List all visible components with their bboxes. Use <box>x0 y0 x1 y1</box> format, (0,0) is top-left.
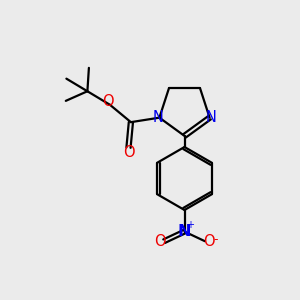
Text: O: O <box>103 94 114 109</box>
Text: O: O <box>204 234 215 249</box>
Text: N: N <box>178 224 191 239</box>
Text: +: + <box>187 220 194 230</box>
Text: -: - <box>214 233 218 246</box>
Text: N: N <box>153 110 164 124</box>
Text: O: O <box>154 234 166 249</box>
Text: O: O <box>123 145 134 160</box>
Text: N: N <box>206 110 216 124</box>
